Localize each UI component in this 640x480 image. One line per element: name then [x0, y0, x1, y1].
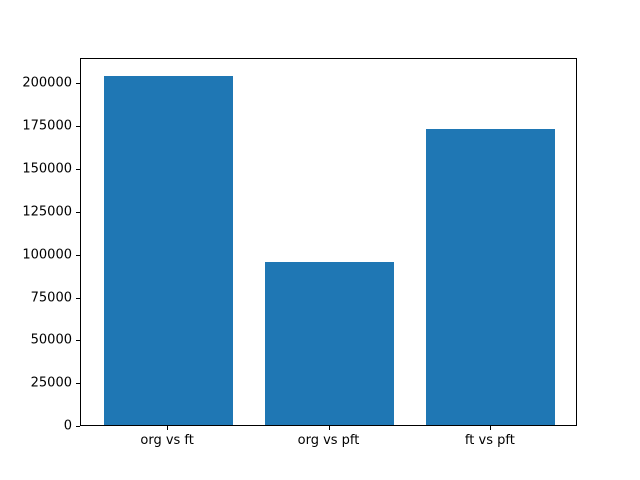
x-tick-label-ft-vs-pft: ft vs pft: [464, 433, 515, 448]
y-tick-label-50000: 50000: [30, 332, 72, 348]
plot-area: [80, 58, 577, 426]
y-tick-mark: [76, 83, 80, 85]
y-tick-mark: [76, 211, 80, 213]
bar-org-vs-ft: [103, 75, 233, 425]
bar-ft-vs-pft: [426, 128, 556, 425]
y-tick-mark: [76, 297, 80, 299]
y-tick-label-100000: 100000: [22, 247, 72, 263]
y-tick-mark: [76, 126, 80, 128]
y-tick-mark: [76, 383, 80, 385]
x-tick-mark: [167, 426, 169, 430]
y-tick-label-125000: 125000: [22, 204, 72, 220]
y-tick-label-25000: 25000: [30, 375, 72, 391]
y-tick-mark: [76, 254, 80, 256]
x-tick-label-org-vs-pft: org vs pft: [297, 433, 360, 448]
x-tick-label-org-vs-ft: org vs ft: [140, 433, 194, 448]
y-tick-label-0: 0: [63, 418, 72, 434]
y-tick-label-200000: 200000: [22, 75, 72, 91]
y-tick-mark: [76, 169, 80, 171]
y-tick-mark: [76, 426, 80, 427]
y-tick-label-150000: 150000: [22, 161, 72, 177]
y-tick-label-75000: 75000: [30, 290, 72, 305]
bar-org-vs-pft: [264, 262, 395, 425]
x-tick-mark: [328, 426, 330, 430]
y-tick-label-175000: 175000: [22, 118, 72, 134]
x-tick-mark: [489, 426, 491, 430]
y-tick-mark: [76, 340, 80, 342]
